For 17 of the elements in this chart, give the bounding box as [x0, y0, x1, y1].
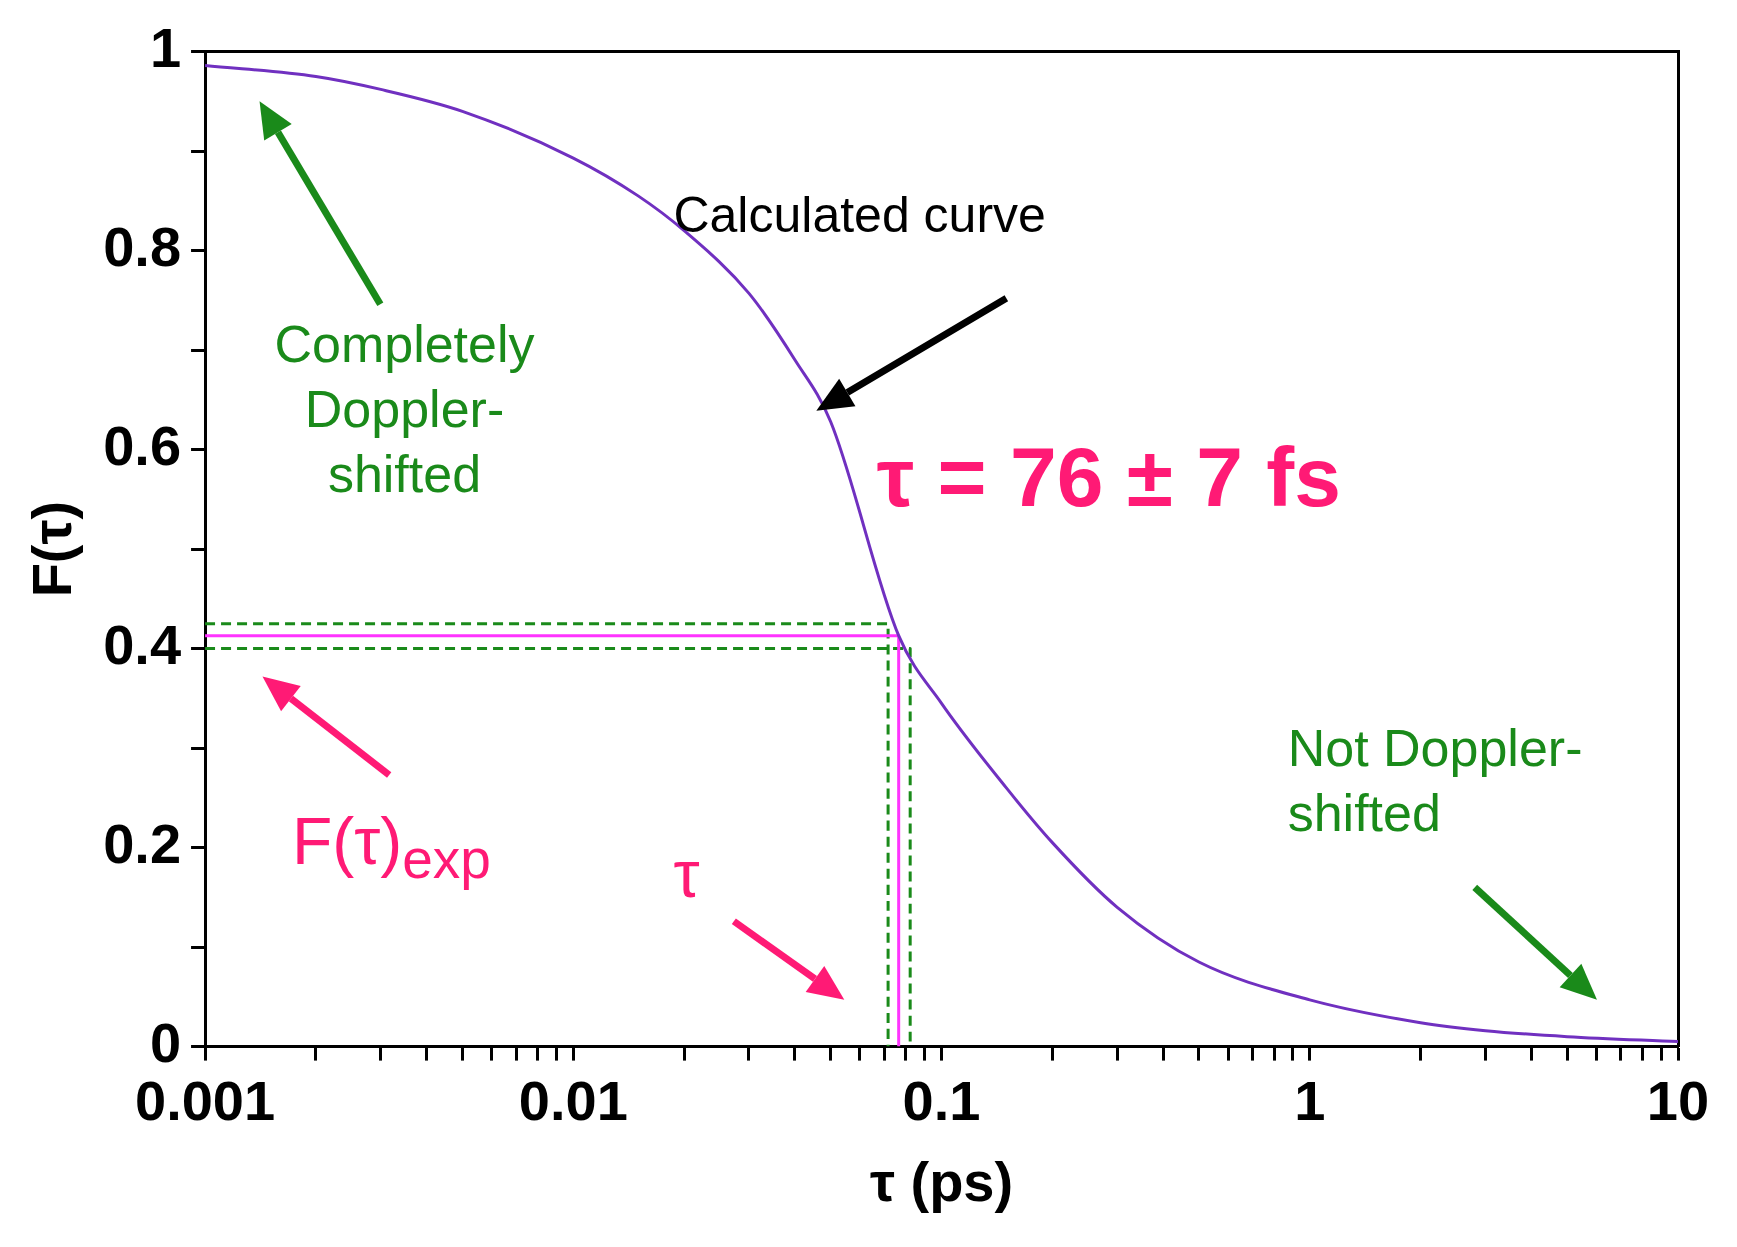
x-tick-label: 0.1 — [902, 1068, 981, 1132]
x-tick-label: 1 — [1294, 1068, 1326, 1132]
x-axis-title: τ (ps) — [869, 1149, 1014, 1213]
x-tick-label: 0.01 — [518, 1068, 628, 1132]
y-tick-label: 0.4 — [103, 613, 182, 677]
x-tick-label: 10 — [1646, 1068, 1710, 1132]
y-tick-label: 1 — [149, 16, 182, 80]
annotation: τ — [673, 835, 701, 913]
y-tick-label: 0.8 — [103, 215, 182, 279]
annotation: τ = 76 ± 7 fs — [876, 428, 1342, 526]
annotation: Not Doppler-shifted — [1287, 718, 1584, 845]
y-axis-title: F(τ) — [20, 500, 84, 598]
annotation: Calculated curve — [673, 185, 1047, 245]
annotation: F(τ)$_{exp}$ — [291, 802, 492, 892]
y-tick-label: 0.2 — [103, 812, 182, 876]
annotation: Completely Doppler-shifted — [273, 314, 536, 506]
y-tick-label: 0.6 — [103, 414, 182, 478]
